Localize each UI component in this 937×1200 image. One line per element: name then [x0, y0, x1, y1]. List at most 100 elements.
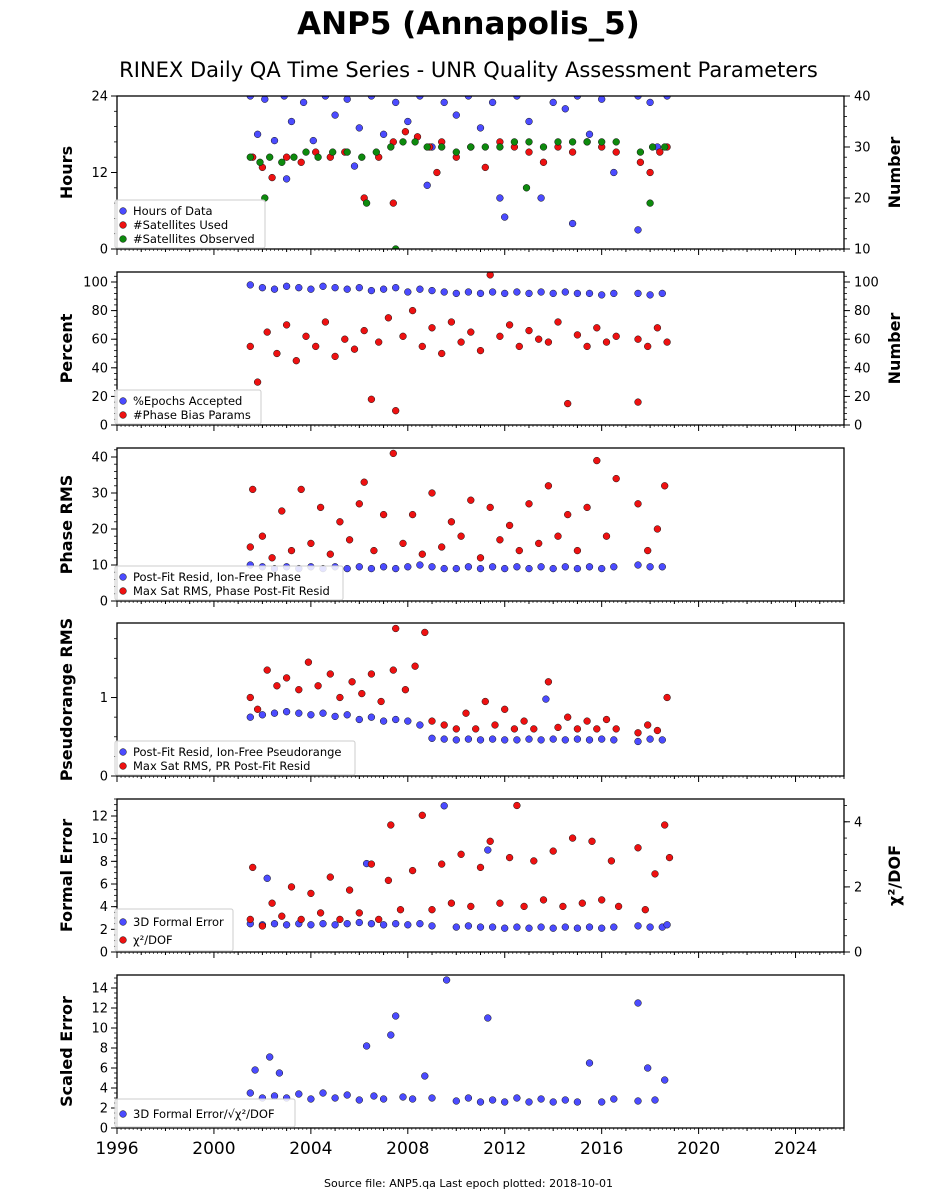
data-point: [367, 920, 376, 928]
data-point: [481, 697, 489, 706]
data-point: [316, 503, 325, 512]
data-point: [544, 338, 553, 346]
legend-marker: [119, 587, 127, 595]
data-point: [261, 96, 269, 103]
data-point: [401, 686, 410, 694]
data-point: [644, 342, 652, 351]
data-point: [452, 289, 460, 298]
data-point: [314, 682, 322, 690]
data-point: [598, 291, 606, 299]
data-point: [343, 564, 351, 573]
y-axis-label: Hours: [57, 146, 76, 199]
data-point: [530, 725, 538, 733]
data-point: [583, 138, 591, 146]
data-point: [295, 709, 303, 717]
data-point: [270, 1092, 279, 1100]
legend-box: [114, 199, 266, 249]
panel-3: 0 10 20 30 40 Phase RMS Post-Fit Resid, Ion-Fr…: [57, 447, 845, 610]
panel-2: 0 20 40 60 80 100 0 20 40 60 80 100 Percent Number %Ep…: [57, 271, 904, 434]
data-point: [384, 314, 393, 322]
data-point: [467, 143, 475, 151]
data-point: [554, 532, 562, 540]
data-point: [634, 999, 642, 1007]
data-point: [387, 821, 395, 829]
data-point: [278, 158, 286, 166]
data-point: [256, 158, 264, 166]
data-point: [476, 736, 485, 744]
data-point: [525, 564, 533, 573]
data-point: [488, 735, 497, 743]
data-point: [564, 713, 572, 721]
data-point: [588, 837, 596, 845]
data-point: [634, 737, 642, 746]
data-point: [360, 326, 368, 335]
data-point: [593, 456, 601, 465]
data-point: [522, 184, 531, 192]
data-point: [263, 666, 271, 674]
data-point: [273, 349, 281, 358]
data-point: [663, 96, 671, 100]
data-point: [537, 1095, 545, 1103]
data-point: [399, 1093, 407, 1101]
y-axis-label: Pseudorange RMS: [57, 618, 76, 781]
data-point: [442, 976, 451, 984]
y-tick-label: 10: [91, 1022, 108, 1037]
data-point: [384, 876, 393, 885]
data-point: [360, 478, 368, 486]
data-point: [268, 173, 276, 182]
legend-marker: [119, 207, 127, 215]
data-point: [598, 138, 606, 146]
data-point: [282, 674, 291, 682]
y-right-tick-label: 30: [854, 141, 871, 156]
data-point: [610, 563, 618, 571]
data-point: [418, 342, 426, 351]
x-tick-label: 2000: [192, 1139, 235, 1159]
data-point: [379, 717, 388, 725]
legend-label: Post-Fit Resid, Ion-Free Phase: [133, 570, 301, 584]
data-point: [246, 915, 254, 924]
data-point: [488, 98, 497, 107]
data-point: [307, 889, 315, 898]
data-point: [549, 289, 557, 298]
data-point: [464, 922, 473, 930]
data-point: [539, 143, 548, 151]
data-point: [513, 801, 521, 810]
data-point: [270, 136, 279, 145]
data-point: [464, 735, 473, 743]
data-point: [246, 543, 254, 551]
data-point: [273, 682, 281, 690]
data-point: [309, 136, 317, 145]
data-point: [634, 96, 642, 100]
data-point: [418, 811, 426, 819]
data-point: [287, 883, 296, 891]
data-point: [341, 335, 349, 343]
data-point: [433, 168, 441, 177]
y-right-tick-label: 80: [854, 304, 871, 319]
y-tick-label: 10: [91, 832, 108, 847]
y-tick-label: 20: [91, 523, 108, 538]
data-point: [513, 923, 521, 931]
data-point: [331, 921, 339, 929]
data-point: [602, 715, 611, 724]
legend-box: [114, 740, 356, 776]
data-point: [295, 686, 303, 694]
data-point: [486, 837, 494, 845]
x-tick-label: 2020: [677, 1139, 720, 1159]
data-point: [661, 1076, 669, 1084]
data-point: [345, 886, 354, 894]
data-point: [646, 98, 654, 107]
data-point: [648, 143, 657, 151]
data-point: [343, 711, 351, 719]
data-point: [263, 328, 271, 336]
data-point: [452, 736, 460, 744]
data-point: [598, 1098, 606, 1106]
data-point: [440, 802, 448, 810]
data-point: [593, 324, 601, 332]
panel-4: 0 1 Pseudorange RMS Post-Fit Resid, Ion-Fre…: [57, 618, 845, 785]
data-point: [258, 711, 267, 719]
figure-subtitle: RINEX Daily QA Time Series - UNR Quality…: [119, 58, 818, 82]
data-point: [488, 1096, 497, 1104]
y-axis-label: Scaled Error: [57, 996, 76, 1107]
data-point: [362, 1042, 371, 1050]
data-point: [525, 735, 533, 743]
